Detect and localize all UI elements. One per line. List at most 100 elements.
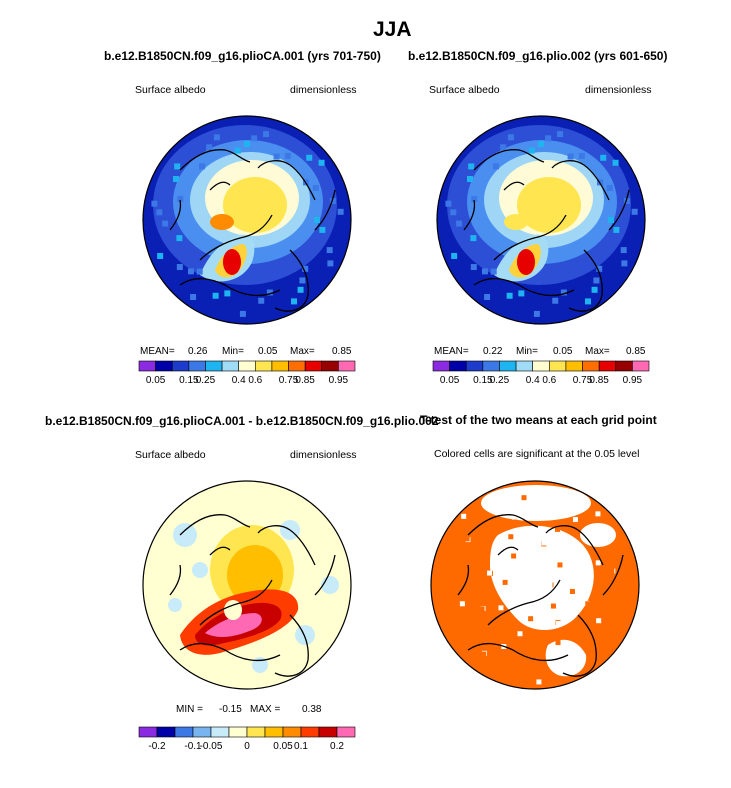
- panel1-colorbar-swatch: [338, 360, 356, 372]
- panel3-colorbar-tick-label: 0: [244, 741, 250, 752]
- panel2-map-cell: [450, 209, 457, 216]
- panel1-map-cell: [156, 209, 163, 216]
- panel4-title: T-test of the two means at each grid poi…: [420, 413, 657, 427]
- panel4-map-cell: [508, 534, 514, 540]
- panel1-map-coastline: [179, 149, 251, 171]
- panel2-map-cell: [493, 163, 500, 170]
- panel3-map-greenland: [205, 613, 262, 637]
- panel1-map-cell: [196, 268, 203, 275]
- panel1-min-value: 0.05: [258, 346, 278, 357]
- panel1-colorbar-tick-label: 0.4: [232, 375, 246, 386]
- panel1-map-cell: [258, 297, 265, 304]
- panel2-map-cell: [481, 268, 488, 275]
- panel1-colorbar-tick-label: 0.05: [146, 375, 166, 386]
- panel1-map-cell: [224, 290, 231, 297]
- panel2-map-cell: [528, 147, 535, 154]
- panel2-map-cell: [518, 290, 525, 297]
- panel1-colorbar-swatch: [304, 360, 323, 372]
- panel3-map-coastline: [179, 642, 281, 662]
- panel3-colorbar-tick-label: -0.1: [184, 741, 202, 752]
- panel2-colorbar: 0.05 0.150.25 0.4 0.6 0.750.85 0.95: [432, 360, 650, 386]
- panel4-map-cell: [533, 557, 539, 563]
- panel4-map-cell: [440, 590, 446, 596]
- panel1-map-cell: [206, 144, 213, 151]
- panel2-map-cell: [600, 154, 607, 161]
- panel4-map-cell: [556, 620, 562, 626]
- panel4-map-cell: [572, 516, 578, 522]
- panel4-subtitle: Colored cells are significant at the 0.0…: [434, 448, 640, 460]
- panel4-map-cell: [554, 526, 560, 532]
- panel4-map-coastline: [467, 642, 569, 662]
- panel2-map-cell: [585, 298, 591, 305]
- panel1-map-cell: [297, 286, 304, 293]
- panel2-map-cell: [557, 131, 564, 138]
- panel1-colorbar-swatch: [321, 360, 339, 372]
- panel2-map-cell: [578, 152, 585, 159]
- panel3-colorbar-swatch: [228, 726, 248, 738]
- panel2-max-label: Max=: [585, 346, 610, 357]
- panel4-map-cell: [550, 603, 556, 609]
- panel1-colorbar-swatch: [221, 360, 239, 372]
- panel1-colorbar-swatch: [255, 360, 273, 372]
- panel4-map-coastline: [602, 554, 624, 596]
- panel2-map-cell: [456, 220, 463, 227]
- panel4-map-insignificant: [481, 485, 591, 521]
- panel2-colorbar-tick-label: 0.05: [440, 375, 460, 386]
- panel3-colorbar-swatch: [300, 726, 320, 738]
- panel2-colorbar-swatch: [532, 360, 550, 372]
- panel1-map-cell: [176, 264, 183, 271]
- panel4-map-cell: [498, 605, 504, 611]
- panel4-map-coastline: [487, 579, 561, 626]
- panel3-colorbar-tick-label: 0.2: [330, 741, 344, 752]
- panel4-map-cell: [515, 598, 521, 604]
- panel4-map-cell: [595, 511, 601, 517]
- panel1-max-label: Max=: [290, 346, 315, 357]
- panel4-map-cell: [602, 639, 608, 645]
- panel2-map-cell: [621, 260, 628, 267]
- panel3-left-label: Surface albedo: [135, 449, 206, 461]
- panel4-map-cell: [517, 631, 523, 637]
- panel3-map-cell: [192, 562, 208, 578]
- panel2-colorbar-swatch: [615, 360, 633, 372]
- panel4-map-cell: [474, 556, 480, 562]
- panel4-map-cell: [557, 562, 563, 568]
- panel1-map-cell: [199, 163, 206, 170]
- panel2-map-cell: [620, 247, 627, 254]
- panel2-map-cell: [538, 141, 544, 147]
- panel2-map-cell: [506, 292, 513, 299]
- panel2-map-cell: [612, 159, 619, 166]
- panel1-colorbar-tick-label: 0.85: [295, 375, 315, 386]
- panel1-min-label: Min=: [222, 346, 244, 357]
- panel1-map-coastline: [314, 189, 336, 231]
- panel3-colorbar-tick-label: 0.05: [273, 741, 293, 752]
- panel1-map-cell: [326, 247, 333, 254]
- panel1-map-cell: [174, 163, 181, 170]
- panel1-map-cell: [337, 208, 344, 215]
- panel2-map-coastline: [473, 277, 575, 297]
- panel2-colorbar-tick-label: 0.95: [623, 375, 643, 386]
- panel4-map-insignificant: [580, 523, 616, 547]
- panel1-max-value: 0.85: [332, 346, 352, 357]
- panel2-map-coastline: [551, 160, 610, 201]
- panel4-map-cell: [479, 606, 485, 612]
- panel1-title: b.e12.B1850CN.f09_g16.plioCA.001 (yrs 70…: [104, 49, 381, 63]
- panel3-min-label: MIN =: [176, 704, 203, 715]
- panel2-map-border: [436, 115, 646, 325]
- panel1-colorbar-tick-label: 0.15: [179, 375, 199, 386]
- panel2-map-cell: [451, 252, 458, 259]
- panel2-max-value: 0.85: [626, 346, 646, 357]
- panel3-map-coastline: [209, 546, 231, 556]
- panel2-map-cell: [593, 277, 600, 284]
- panel1-map-cell: [329, 197, 336, 204]
- panel1-map-archipelago: [210, 214, 234, 230]
- panel1-colorbar-swatch: [171, 360, 190, 372]
- panel2-map-coastline: [463, 199, 476, 231]
- panel1-colorbar-swatch: [155, 360, 173, 372]
- panel4-map-cell: [536, 679, 542, 685]
- panel2-map-cell: [552, 297, 559, 304]
- panel1-map-coastline: [209, 181, 231, 191]
- panel4-map-cell: [569, 588, 575, 594]
- panel3-map-coastline: [169, 564, 182, 596]
- panel3-map-ice: [224, 600, 242, 620]
- figure-title: JJA: [373, 18, 412, 41]
